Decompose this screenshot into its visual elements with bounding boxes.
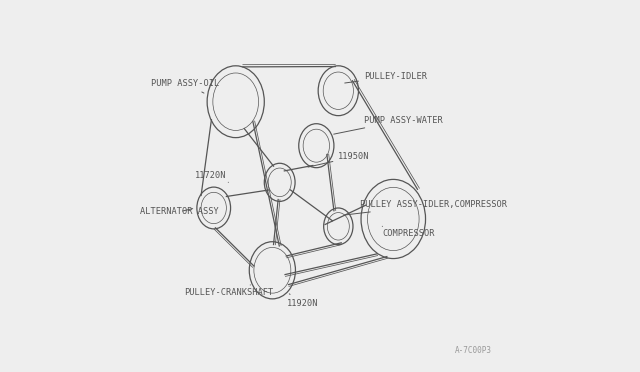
Text: PULLEY-IDLER: PULLEY-IDLER bbox=[345, 71, 427, 83]
Text: 11920N: 11920N bbox=[287, 294, 319, 308]
Text: COMPRESSOR: COMPRESSOR bbox=[382, 226, 435, 238]
Text: PULLEY ASSY-IDLER,COMPRESSOR: PULLEY ASSY-IDLER,COMPRESSOR bbox=[345, 200, 508, 215]
Text: A-7C00P3: A-7C00P3 bbox=[455, 346, 492, 355]
Text: 11720N: 11720N bbox=[195, 170, 228, 182]
Text: ALTERNATOR ASSY: ALTERNATOR ASSY bbox=[140, 207, 219, 216]
Text: PULLEY-CRANKSHAFT: PULLEY-CRANKSHAFT bbox=[184, 285, 274, 297]
Text: PUMP ASSY-WATER: PUMP ASSY-WATER bbox=[333, 116, 443, 134]
Text: 11950N: 11950N bbox=[308, 152, 370, 167]
Text: PUMP ASSY-OIL: PUMP ASSY-OIL bbox=[152, 79, 220, 93]
